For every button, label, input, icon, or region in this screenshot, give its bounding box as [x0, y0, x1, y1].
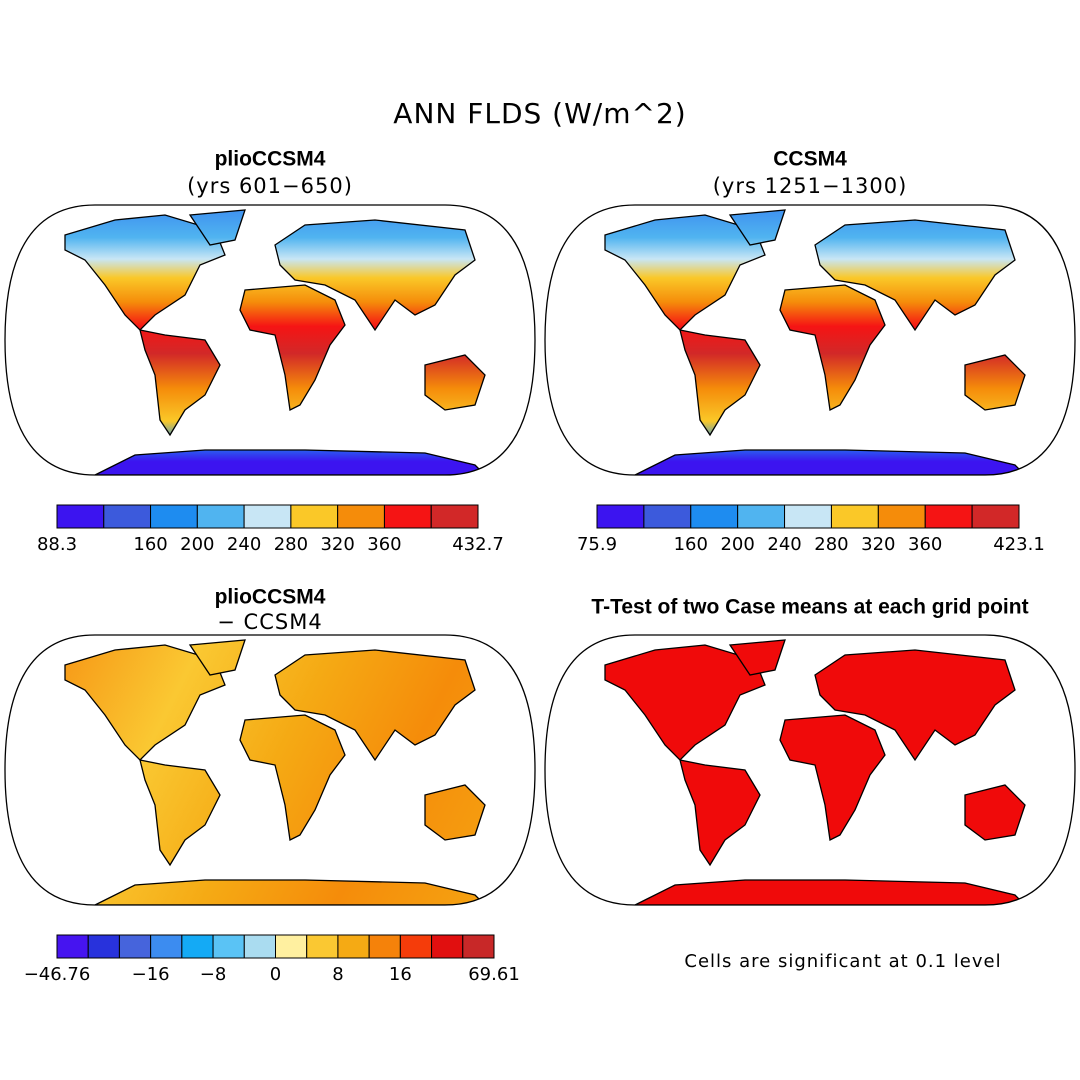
colorbar-label: 432.7 — [452, 534, 504, 555]
colorbar-label: 280 — [274, 534, 308, 555]
colorbar-box — [56, 504, 105, 529]
colorbar-label: 0 — [270, 964, 281, 985]
panel-title: plioCCSM4 — [215, 148, 326, 171]
colorbar-box — [337, 504, 385, 529]
colorbar-label: 8 — [332, 964, 343, 985]
map-ccsm4 — [544, 204, 1076, 476]
colorbar-label: 75.9 — [577, 534, 617, 555]
colorbar-box — [737, 504, 786, 529]
colorbar-label: 360 — [367, 534, 401, 555]
colorbar-box — [150, 504, 198, 529]
colorbar-box — [150, 934, 183, 959]
colorbar-label: 360 — [908, 534, 942, 555]
colorbar-box — [196, 504, 245, 529]
panel-subtitle: (yrs 601−650) — [187, 174, 353, 198]
colorbar-box — [971, 504, 1020, 529]
colorbar-label: 160 — [674, 534, 708, 555]
panel-title: plioCCSM4 — [215, 586, 326, 609]
colorbar-label: 240 — [767, 534, 801, 555]
colorbar-box — [643, 504, 692, 529]
colorbar-box — [181, 934, 214, 959]
colorbar-label: 69.61 — [468, 964, 520, 985]
colorbar-label: 16 — [389, 964, 412, 985]
map-plio — [4, 204, 536, 476]
colorbar-box — [337, 934, 370, 959]
colorbar-box — [275, 934, 308, 959]
colorbar-box — [87, 934, 120, 959]
map-diff — [4, 634, 536, 906]
colorbar-label: 320 — [320, 534, 354, 555]
colorbar-box — [830, 504, 879, 529]
panel-note: Cells are significant at 0.1 level — [684, 951, 1001, 972]
colorbar-box — [306, 934, 339, 959]
colorbar-box — [877, 504, 926, 529]
colorbar-label: −16 — [132, 964, 170, 985]
colorbar-box — [103, 504, 152, 529]
figure-title: ANN FLDS (W/m^2) — [393, 97, 686, 130]
panel-title: T-Test of two Case means at each grid po… — [591, 596, 1028, 619]
colorbar-label: −46.76 — [24, 964, 91, 985]
colorbar-label: 423.1 — [993, 534, 1045, 555]
colorbar-box — [430, 504, 479, 529]
colorbar-box — [462, 934, 495, 959]
panel-title: CCSM4 — [773, 148, 847, 171]
colorbar-box — [243, 934, 277, 959]
colorbar-box — [290, 504, 339, 529]
map-ttest — [544, 634, 1076, 906]
colorbar-label: 280 — [814, 534, 848, 555]
panel-subtitle: (yrs 1251−1300) — [713, 174, 908, 198]
colorbar-box — [784, 504, 832, 529]
colorbar-label: 200 — [720, 534, 754, 555]
colorbar-box — [212, 934, 245, 959]
colorbar-box — [56, 934, 89, 959]
panel-subtitle: − CCSM4 — [217, 610, 322, 634]
colorbar-box — [690, 504, 739, 529]
colorbar-label: 160 — [133, 534, 167, 555]
colorbar-box — [431, 934, 464, 959]
colorbar-label: 200 — [180, 534, 214, 555]
colorbar-label: 88.3 — [37, 534, 77, 555]
colorbar-box — [399, 934, 433, 959]
colorbar-box — [118, 934, 152, 959]
colorbar-box — [924, 504, 973, 529]
colorbar-box — [243, 504, 292, 529]
colorbar-label: 240 — [227, 534, 261, 555]
colorbar-label: 320 — [861, 534, 895, 555]
colorbar-label: −8 — [200, 964, 227, 985]
colorbar-box — [383, 504, 432, 529]
colorbar-box — [596, 504, 645, 529]
colorbar-box — [368, 934, 401, 959]
